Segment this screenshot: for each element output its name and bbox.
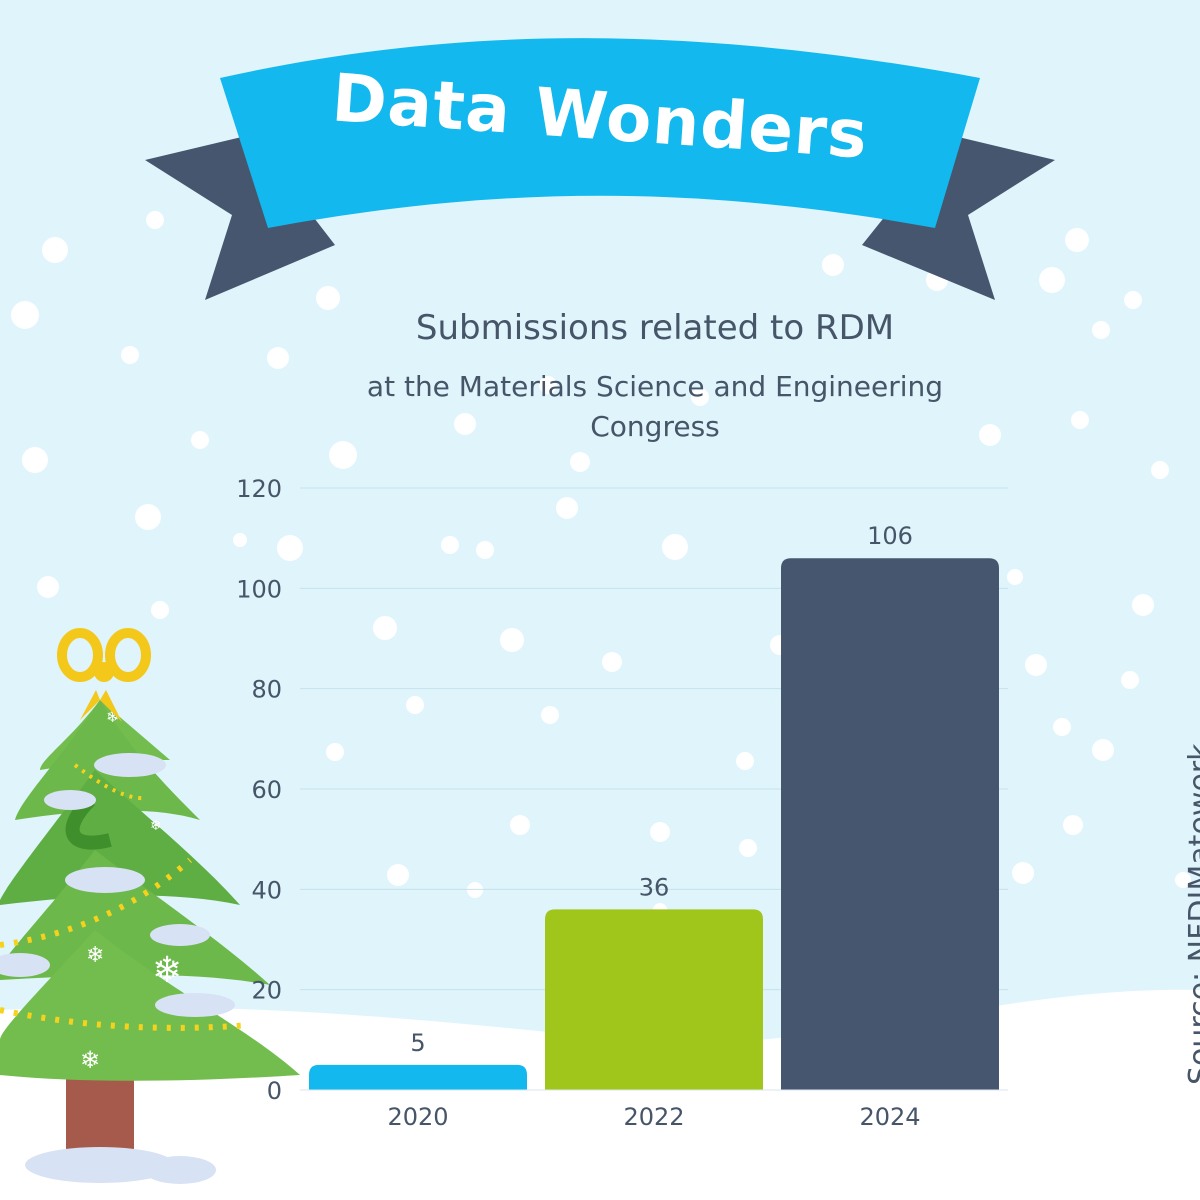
snowflake [650, 822, 670, 842]
snowflake [277, 535, 303, 561]
chart-subtitle: at the Materials Science and Engineering… [366, 370, 944, 443]
snowflake [441, 536, 459, 554]
data-label: 106 [867, 522, 913, 550]
snowflake [570, 452, 590, 472]
snowflake [267, 347, 289, 369]
snowflake [387, 864, 409, 886]
bar [781, 558, 999, 1090]
snowflake [121, 346, 139, 364]
snowflake [510, 815, 530, 835]
y-tick-label: 120 [236, 475, 282, 503]
snowflake [329, 441, 357, 469]
snowflake [1092, 739, 1114, 761]
data-label: 5 [410, 1029, 425, 1057]
snowflake [1151, 461, 1169, 479]
snowflake [979, 424, 1001, 446]
snowflake [1025, 654, 1047, 676]
snowflake [1092, 321, 1110, 339]
snowflake [146, 211, 164, 229]
ribbon-right-tail [862, 135, 1055, 300]
bar [545, 909, 763, 1090]
svg-text:❄: ❄ [86, 943, 104, 968]
y-tick-label: 80 [251, 676, 282, 704]
snowflake [1132, 594, 1154, 616]
snowflake [500, 628, 524, 652]
snowflake [1124, 291, 1142, 309]
snowflake [316, 286, 340, 310]
snowflake [454, 413, 476, 435]
snowflake [11, 301, 39, 329]
svg-text:❄: ❄ [80, 1046, 100, 1074]
svg-text:❄: ❄ [152, 950, 182, 991]
y-tick-label: 100 [236, 575, 282, 603]
snowflake [1065, 228, 1089, 252]
x-tick-label: 2022 [623, 1103, 684, 1131]
y-tick-label: 60 [251, 776, 282, 804]
snowflake [151, 601, 169, 619]
snowflake [1007, 569, 1023, 585]
ribbon-left-tail [145, 135, 335, 300]
snowflake [662, 534, 688, 560]
y-tick-label: 0 [267, 1077, 282, 1105]
snowflake [1039, 267, 1065, 293]
x-tick-label: 2020 [387, 1103, 448, 1131]
snowflake [406, 696, 424, 714]
y-tick-label: 40 [251, 876, 282, 904]
snowflake [556, 497, 578, 519]
snowflake [736, 752, 754, 770]
christmas-tree-decoration: ❄ ❄ ❄ ❄ ❄ [0, 628, 300, 1184]
snowflake [739, 839, 757, 857]
data-label: 36 [639, 873, 670, 901]
x-tick-label: 2024 [859, 1103, 920, 1131]
snowflake [22, 447, 48, 473]
snowflake [373, 616, 397, 640]
snowflake [1063, 815, 1083, 835]
snowflake [1121, 671, 1139, 689]
snowflake [191, 431, 209, 449]
snowflake [1071, 411, 1089, 429]
title-ribbon [220, 38, 980, 229]
svg-text:❄: ❄ [150, 818, 162, 834]
snowflake [541, 706, 559, 724]
snowflake [691, 388, 709, 406]
snowflake [602, 652, 622, 672]
snowflake [1175, 872, 1191, 888]
snowfall-decoration [11, 211, 1191, 965]
source-note: Source: NFDIMatewerk [1183, 743, 1200, 1085]
chart-title: Submissions related to RDM [415, 308, 895, 348]
snowflake [1053, 718, 1071, 736]
snowflake [326, 743, 344, 761]
y-tick-label: 20 [251, 977, 282, 1005]
snowflake [135, 504, 161, 530]
snowflake [233, 533, 247, 547]
snowflake [1012, 862, 1034, 884]
snowflake [467, 882, 483, 898]
snowflake [476, 541, 494, 559]
snowflake [42, 237, 68, 263]
snowflake [539, 376, 557, 394]
snowflake [822, 254, 844, 276]
bar [309, 1064, 527, 1090]
snowflake [37, 576, 59, 598]
